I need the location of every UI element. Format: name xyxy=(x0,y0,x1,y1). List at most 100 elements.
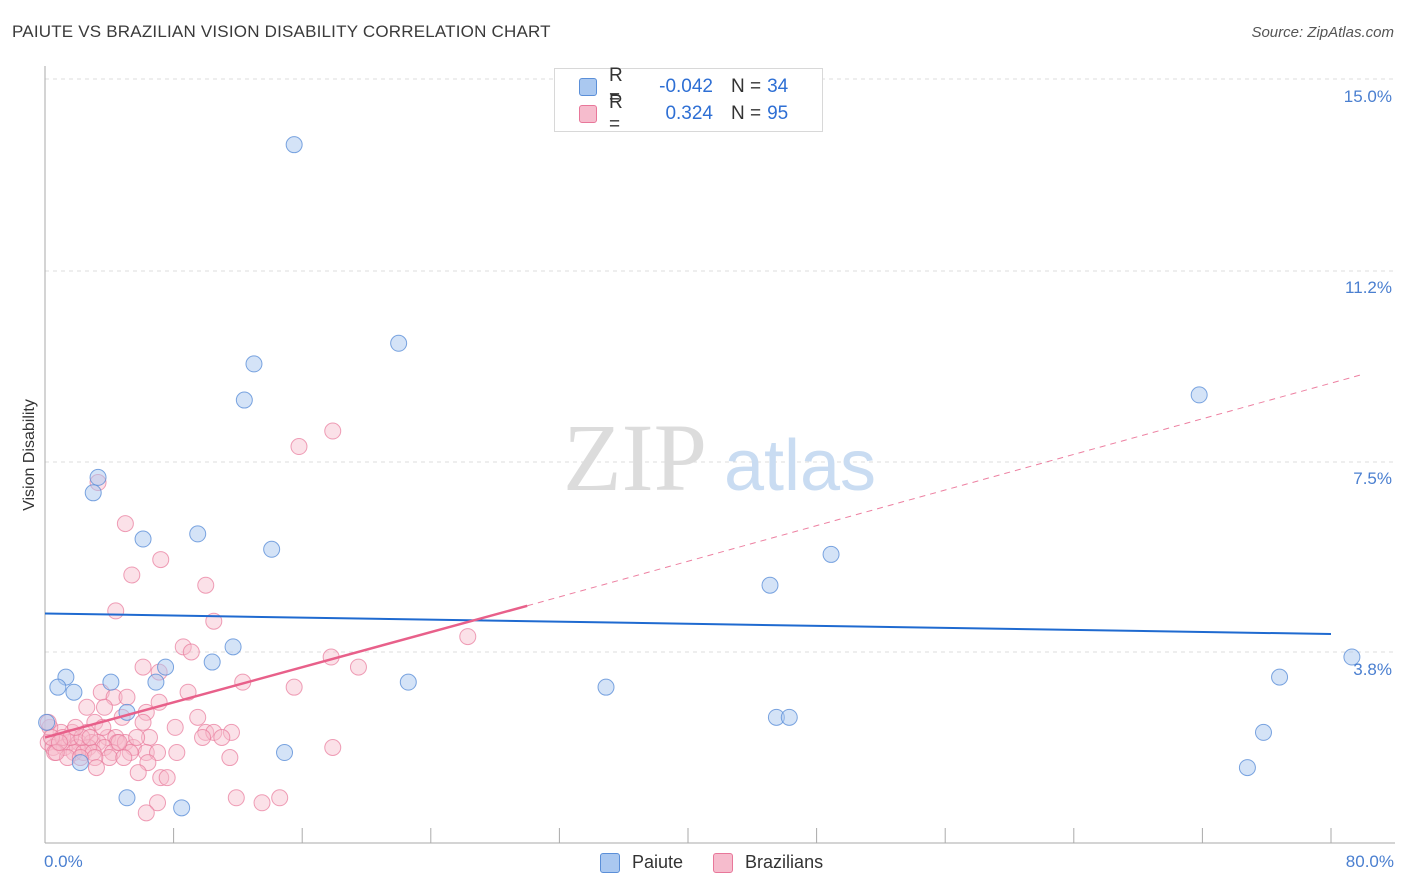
brazilians-point xyxy=(166,718,184,736)
legend-row-paiute: R = -0.042 N = 34 xyxy=(555,65,789,108)
legend-label: Paiute xyxy=(632,852,684,872)
series-legend: Paiute Brazilians xyxy=(600,852,853,873)
brazilians-point xyxy=(104,744,122,762)
legend-label: Brazilians xyxy=(745,852,824,872)
y-tick-label: 3.8% xyxy=(1353,660,1392,679)
brazilians-point xyxy=(174,638,192,656)
brazilians-point xyxy=(227,789,245,807)
brazilians-trend-line xyxy=(44,604,528,739)
paiute-point xyxy=(1238,759,1256,777)
paiute-point xyxy=(245,355,263,373)
r-label: R = xyxy=(609,92,623,135)
brazilians-point xyxy=(152,551,170,569)
brazilians-point xyxy=(137,804,155,822)
brazilians-point xyxy=(47,744,65,762)
paiute-point xyxy=(1190,386,1208,404)
paiute-point xyxy=(157,658,175,676)
brazilians-point xyxy=(271,789,289,807)
paiute-swatch xyxy=(579,78,597,96)
brazilians-point xyxy=(134,713,152,731)
watermark: ZIP atlas xyxy=(563,404,876,511)
paiute-point xyxy=(399,673,417,691)
r-label: R = xyxy=(609,65,623,108)
brazilians-point xyxy=(50,733,68,751)
paiute-points xyxy=(38,136,1361,817)
r-value: -0.042 xyxy=(659,76,713,97)
brazilians-point xyxy=(149,794,167,812)
legend-item-paiute[interactable]: Paiute xyxy=(600,852,683,873)
brazilians-point xyxy=(116,733,134,751)
paiute-point xyxy=(89,468,107,486)
paiute-point xyxy=(1271,668,1289,686)
paiute-point xyxy=(173,799,191,817)
brazilians-point xyxy=(152,769,170,787)
paiute-point xyxy=(1254,723,1272,741)
brazilians-point xyxy=(95,698,113,716)
axes xyxy=(44,66,1395,844)
paiute-point xyxy=(38,713,56,731)
brazilians-point xyxy=(110,733,128,751)
brazilians-point xyxy=(324,739,342,756)
n-value: 34 xyxy=(767,76,789,97)
r-value: 0.324 xyxy=(665,103,713,124)
paiute-point xyxy=(285,136,303,154)
correlation-legend: R = -0.042 N = 34 R = 0.324 N = 95 xyxy=(554,65,823,135)
paiute-point xyxy=(118,789,136,807)
brazilians-point xyxy=(128,728,146,746)
brazilians-point xyxy=(116,515,134,533)
paiute-point xyxy=(263,540,281,558)
n-label: N = xyxy=(731,76,762,97)
brazilians-point xyxy=(81,728,99,746)
paiute-point xyxy=(224,638,242,656)
paiute-point xyxy=(134,530,152,548)
brazilians-swatch xyxy=(713,852,734,873)
brazilians-point xyxy=(222,723,240,741)
brazilians-swatch xyxy=(579,105,597,123)
brazilians-point xyxy=(189,708,207,726)
brazilians-point xyxy=(118,688,136,706)
brazilians-point xyxy=(129,764,147,782)
paiute-point xyxy=(189,525,207,543)
brazilians-point xyxy=(459,628,477,646)
brazilians-point xyxy=(115,749,133,767)
paiute-point xyxy=(597,678,615,696)
paiute-point xyxy=(822,545,840,563)
brazilians-point xyxy=(107,602,125,620)
brazilians-point xyxy=(100,749,118,767)
y-tick-label: 15.0% xyxy=(1343,87,1392,106)
x-tick-label: 80.0% xyxy=(1345,852,1394,871)
paiute-point xyxy=(147,673,165,691)
brazilians-point xyxy=(349,658,367,676)
paiute-point xyxy=(235,391,253,409)
watermark-zip: ZIP xyxy=(563,404,707,511)
brazilians-point xyxy=(123,566,141,584)
paiute-point xyxy=(780,708,798,726)
source-label: Source: ZipAtlas.com xyxy=(1251,24,1394,41)
brazilians-point xyxy=(182,643,200,661)
brazilians-point xyxy=(168,744,186,762)
brazilians-point xyxy=(205,723,223,741)
n-label: N = xyxy=(731,103,762,124)
paiute-point xyxy=(84,484,102,502)
brazilians-point xyxy=(324,422,342,440)
paiute-point xyxy=(49,678,67,696)
brazilians-point xyxy=(221,749,239,767)
legend-row-brazilians: R = 0.324 N = 95 xyxy=(555,92,788,135)
paiute-point xyxy=(102,673,120,691)
brazilians-point xyxy=(213,728,231,746)
paiute-point xyxy=(276,744,294,762)
trend-lines xyxy=(44,373,1364,739)
paiute-point xyxy=(65,683,83,701)
brazilians-point xyxy=(87,759,105,777)
x-tick-label: 0.0% xyxy=(44,852,83,871)
paiute-trend-line xyxy=(44,612,1332,636)
paiute-point xyxy=(71,754,89,772)
brazilians-point xyxy=(134,658,152,676)
brazilians-point xyxy=(253,794,271,812)
y-tick-label: 11.2% xyxy=(1345,278,1392,297)
brazilians-points xyxy=(39,422,477,822)
paiute-point xyxy=(390,334,408,352)
legend-item-brazilians[interactable]: Brazilians xyxy=(713,852,823,873)
y-tick-label: 7.5% xyxy=(1353,469,1392,488)
